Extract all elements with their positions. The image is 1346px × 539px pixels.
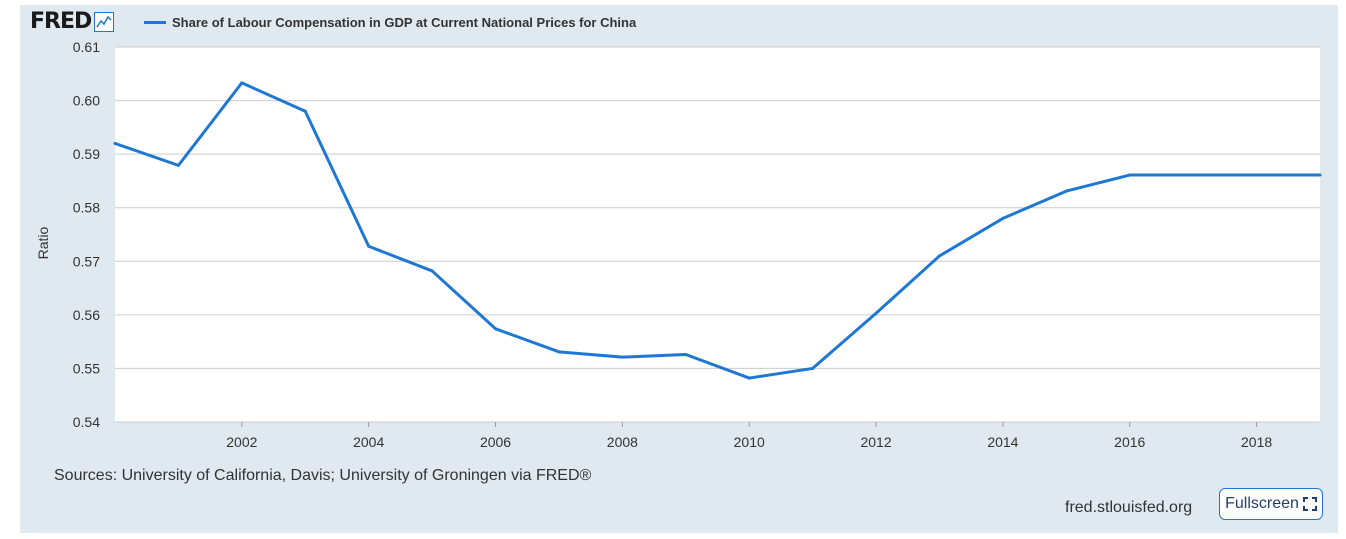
- line-chart: 0.540.550.560.570.580.590.600.61 2002 200…: [73, 39, 1322, 450]
- site-url[interactable]: fred.stlouisfed.org: [1065, 499, 1193, 516]
- fred-logo[interactable]: FRED: [30, 9, 115, 34]
- series-line: [114, 81, 1320, 380]
- plot-area: [115, 47, 1320, 422]
- y-tick-label: 0.59: [73, 146, 100, 162]
- data-point: [240, 81, 244, 85]
- fred-logo-text: FRED: [30, 9, 92, 34]
- data-point: [113, 141, 117, 145]
- y-tick-label: 0.54: [73, 414, 100, 430]
- x-tick-label: 2016: [1114, 434, 1145, 450]
- y-tick-label: 0.61: [73, 39, 100, 55]
- fullscreen-icon: [1302, 497, 1317, 511]
- data-point: [620, 355, 624, 359]
- chart-legend: Share of Labour Compensation in GDP at C…: [144, 15, 636, 30]
- data-point: [1064, 189, 1068, 193]
- x-tick-label: 2014: [987, 434, 1018, 450]
- chart-frame: FRED Share of Labour Compensation in GDP…: [20, 5, 1338, 533]
- data-point: [1128, 173, 1132, 177]
- data-point: [811, 366, 815, 370]
- y-tick-label: 0.57: [73, 253, 100, 269]
- data-point: [684, 353, 688, 356]
- data-point: [494, 327, 498, 331]
- y-axis-ticks: 0.54 0.55 0.56 0.57 0.58 0.59 0.60 0.61: [73, 39, 100, 430]
- y-tick-label: 0.60: [73, 93, 100, 109]
- data-point: [1255, 173, 1259, 177]
- data-point: [874, 311, 878, 315]
- data-point: [1191, 173, 1195, 177]
- fullscreen-button[interactable]: Fullscreen: [1219, 488, 1323, 520]
- y-tick-label: 0.58: [73, 200, 100, 216]
- data-point: [937, 254, 941, 258]
- data-point: [747, 376, 751, 380]
- y-tick-label: 0.56: [73, 307, 100, 323]
- grid-lines: [115, 46, 1320, 423]
- y-tick-label: 0.55: [73, 360, 100, 376]
- series-layer: [113, 81, 1322, 380]
- legend-swatch: [144, 21, 166, 24]
- fullscreen-label: Fullscreen: [1225, 495, 1299, 512]
- x-tick-label: 2004: [353, 434, 384, 450]
- x-tick-label: 2002: [226, 434, 257, 450]
- data-point: [430, 269, 434, 273]
- data-point: [176, 163, 180, 167]
- data-point: [303, 109, 307, 113]
- legend-label: Share of Labour Compensation in GDP at C…: [172, 15, 637, 30]
- data-point: [557, 350, 561, 354]
- line-chart-icon: [94, 11, 115, 32]
- x-tick-label: 2008: [607, 434, 638, 450]
- y-axis-label: Ratio: [35, 226, 51, 260]
- x-tick-label: 2010: [734, 434, 765, 450]
- data-point: [1318, 173, 1322, 177]
- data-point: [1001, 216, 1005, 220]
- data-point: [367, 244, 371, 248]
- x-tick-label: 2018: [1241, 434, 1272, 450]
- x-axis-ticks: 2002 2004 2006 2008 2010 2012 2014 2016 2018: [226, 422, 1272, 450]
- x-tick-label: 2006: [480, 434, 511, 450]
- sources-text: Sources: University of California, Davis…: [54, 467, 592, 484]
- x-tick-label: 2012: [860, 434, 891, 450]
